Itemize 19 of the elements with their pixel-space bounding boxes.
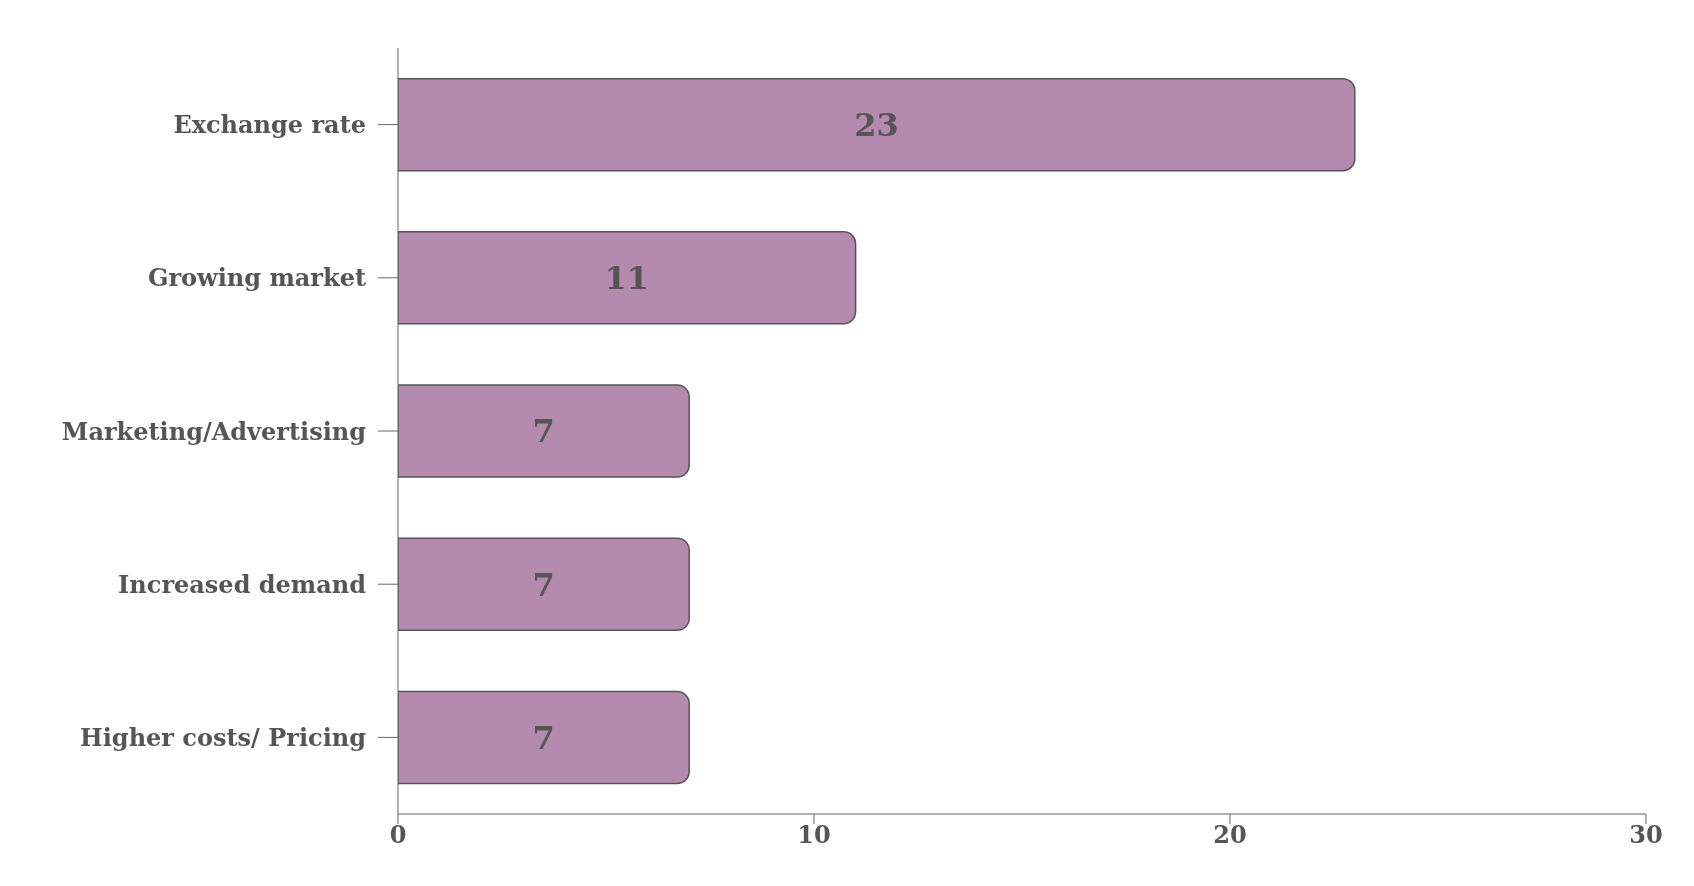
- bar: [398, 231, 857, 325]
- data-label: 11: [604, 259, 650, 298]
- x-tick-label: 0: [389, 820, 407, 850]
- y-tick-label: Higher costs/ Pricing: [80, 722, 367, 752]
- data-label: 7: [532, 412, 555, 451]
- y-tick-label: Growing market: [147, 263, 366, 293]
- data-label: 23: [854, 106, 899, 144]
- bar: [398, 384, 690, 478]
- bar: [398, 537, 690, 631]
- x-tick-label: 10: [797, 820, 831, 850]
- y-tick-label: Marketing/Advertising: [61, 416, 367, 446]
- x-tick-label: 20: [1213, 820, 1247, 850]
- y-tick-label: Increased demand: [118, 569, 367, 599]
- y-tick-label: Exchange rate: [173, 110, 366, 140]
- data-label: 7: [532, 565, 555, 604]
- data-label: 7: [532, 718, 555, 757]
- bar: [398, 77, 1356, 172]
- bar: [398, 690, 690, 785]
- x-tick-label: 30: [1629, 820, 1663, 850]
